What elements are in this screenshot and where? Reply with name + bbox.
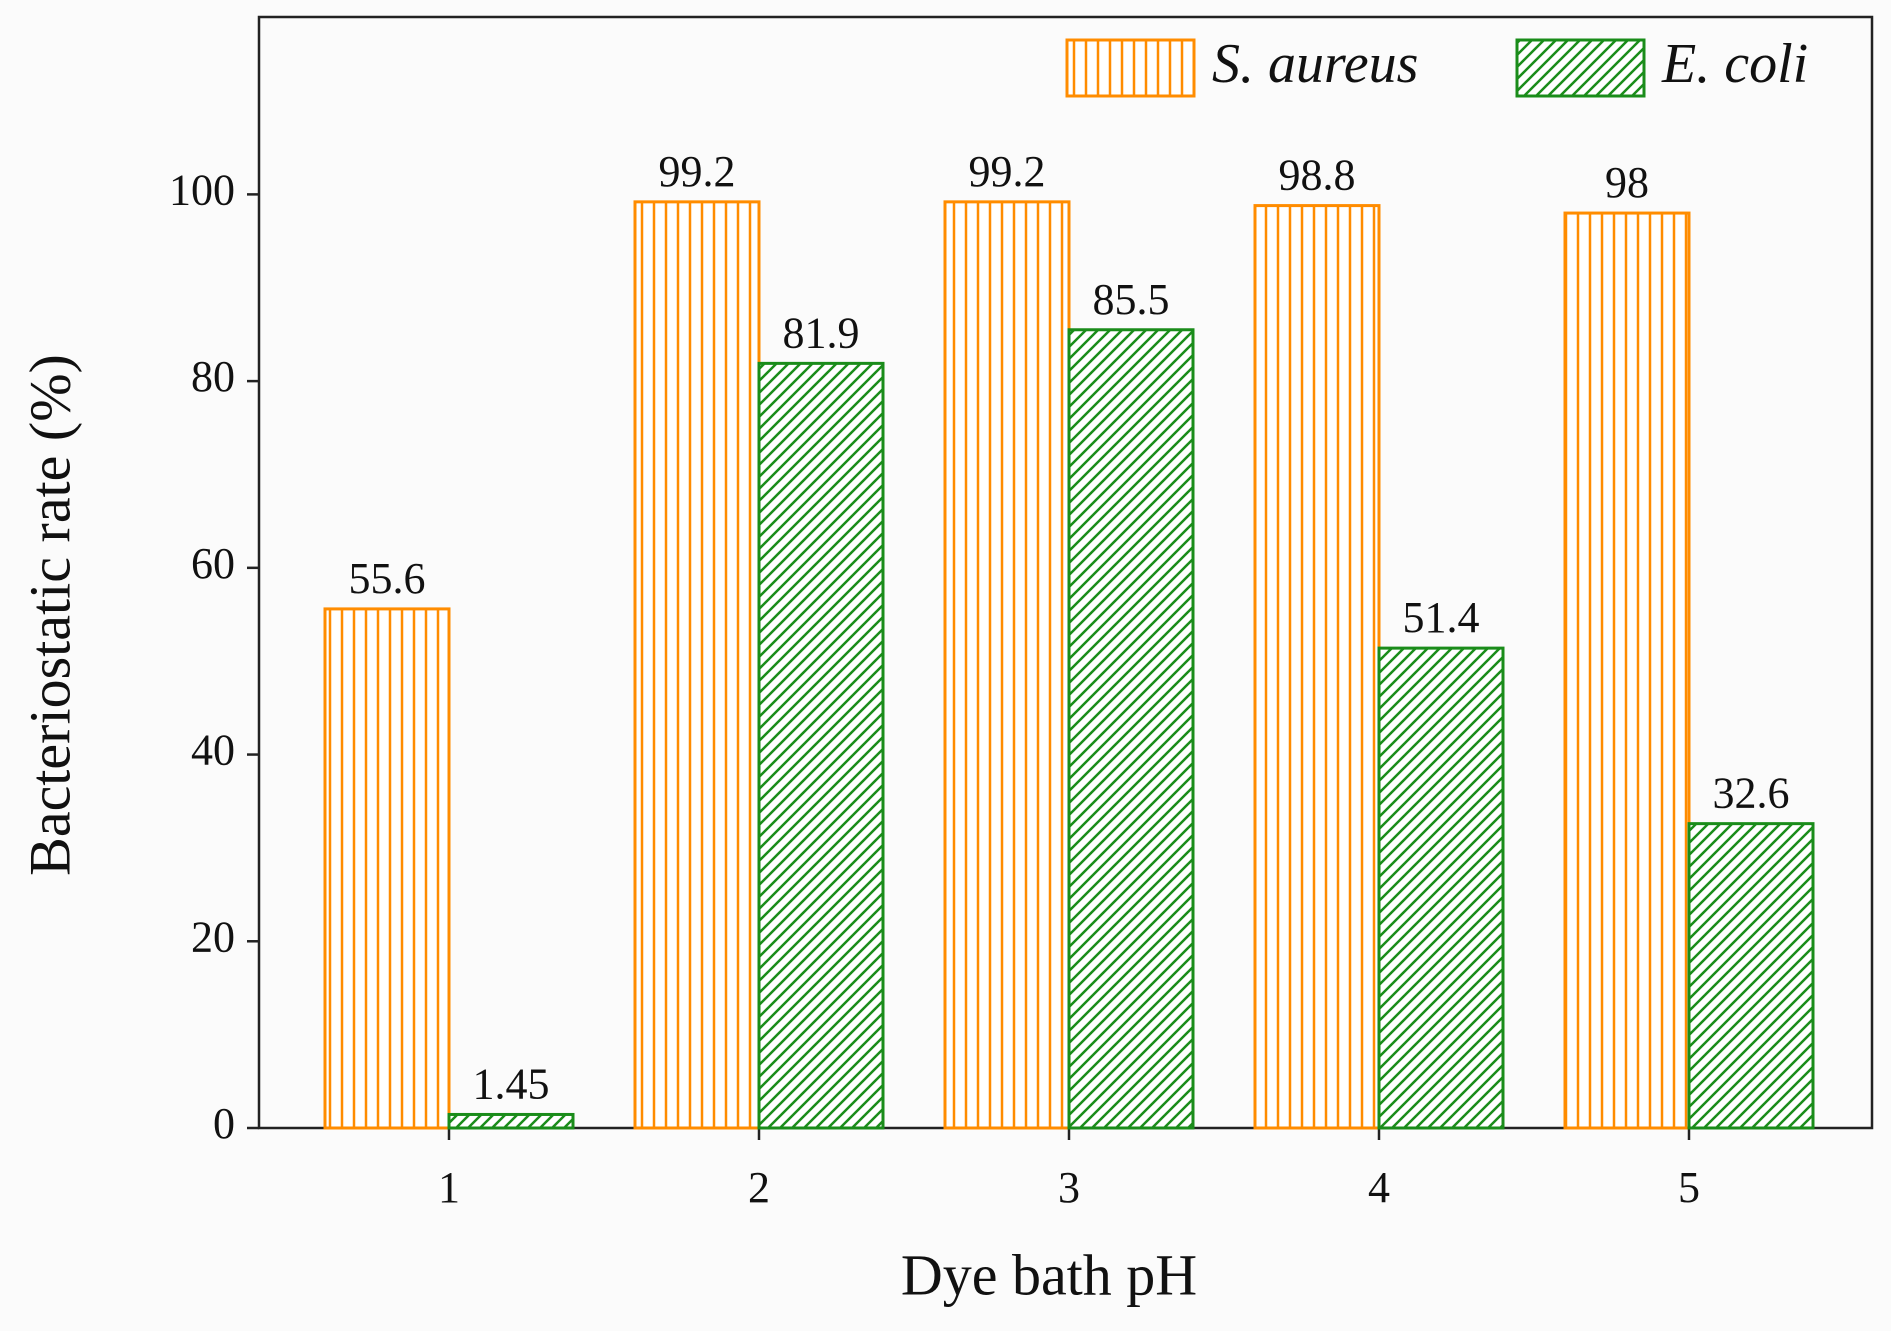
bar	[1687, 822, 1815, 1130]
y-tick-label: 100	[169, 165, 235, 214]
x-tick-label: 1	[438, 1163, 460, 1212]
y-tick-label: 20	[191, 912, 235, 961]
value-label: 98	[1605, 158, 1649, 207]
legend-label: E. coli	[1661, 33, 1808, 95]
value-label: 32.6	[1713, 769, 1790, 818]
x-tick-label: 5	[1678, 1163, 1700, 1212]
value-label: 85.5	[1093, 275, 1170, 324]
value-label: 81.9	[783, 308, 860, 357]
x-tick-label: 4	[1368, 1163, 1390, 1212]
x-tick-label: 3	[1058, 1163, 1080, 1212]
x-axis-title: Dye bath pH	[901, 1242, 1197, 1307]
value-label: 99.2	[659, 147, 736, 196]
bar	[1377, 646, 1505, 1130]
value-label: 99.2	[969, 147, 1046, 196]
value-label: 98.8	[1279, 151, 1356, 200]
y-tick-label: 80	[191, 352, 235, 401]
y-tick-label: 0	[213, 1099, 235, 1148]
y-tick-label: 60	[191, 539, 235, 588]
bar	[633, 200, 761, 1130]
value-label: 51.4	[1403, 593, 1480, 642]
legend-swatch	[1065, 38, 1196, 98]
y-tick-label: 40	[191, 726, 235, 775]
bar	[1067, 328, 1195, 1130]
bar	[943, 200, 1071, 1130]
value-label: 55.6	[349, 554, 426, 603]
value-label: 1.45	[473, 1060, 550, 1109]
bar	[323, 607, 451, 1130]
bar	[1253, 204, 1381, 1130]
bar	[757, 361, 885, 1130]
y-axis-title: Bacteriostatic rate (%)	[17, 354, 82, 876]
x-tick-label: 2	[748, 1163, 770, 1212]
bar	[1563, 211, 1691, 1130]
legend-label: S. aureus	[1212, 33, 1418, 95]
bar	[447, 1112, 575, 1130]
legend-swatch	[1515, 38, 1646, 98]
